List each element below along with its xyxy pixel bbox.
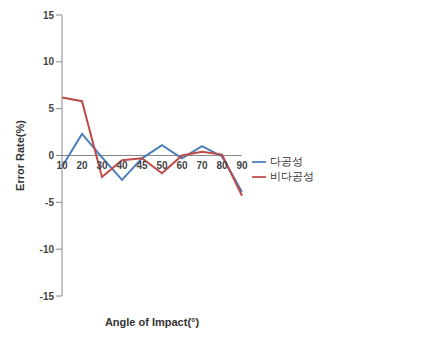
svg-text:60: 60 xyxy=(176,160,188,171)
svg-text:10: 10 xyxy=(43,56,55,67)
svg-text:40: 40 xyxy=(116,160,128,171)
svg-text:50: 50 xyxy=(156,160,168,171)
svg-text:15: 15 xyxy=(43,10,55,21)
svg-text:30: 30 xyxy=(96,160,108,171)
svg-text:90: 90 xyxy=(236,160,248,171)
svg-text:45: 45 xyxy=(136,160,148,171)
html-text:다공성: 다공성 xyxy=(270,154,303,167)
svg-text:0: 0 xyxy=(48,150,54,161)
svg-text:Angle of Impact(°): Angle of Impact(°) xyxy=(105,316,200,328)
svg-text:Error Rate(%): Error Rate(%) xyxy=(14,120,26,191)
svg-text:20: 20 xyxy=(76,160,88,171)
html-text:비다공성: 비다공성 xyxy=(270,170,314,182)
svg-text:-15: -15 xyxy=(40,291,55,302)
svg-text:10: 10 xyxy=(56,160,68,171)
svg-text:5: 5 xyxy=(48,103,54,114)
svg-text:-5: -5 xyxy=(45,197,54,208)
svg-text:70: 70 xyxy=(196,160,208,171)
svg-text:-10: -10 xyxy=(40,244,55,255)
svg-text:80: 80 xyxy=(216,160,228,171)
